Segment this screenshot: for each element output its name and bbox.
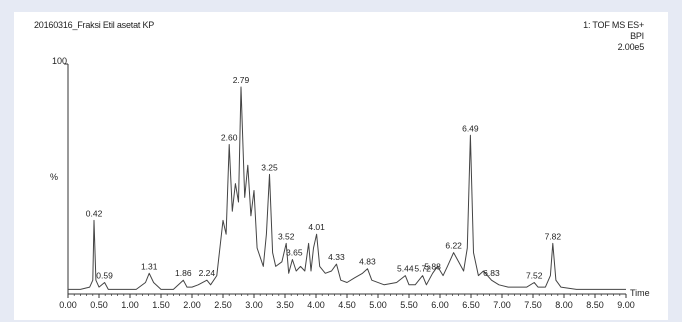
peak-label: 7.52 <box>526 271 543 281</box>
y-max-label: 100 <box>52 56 68 66</box>
peak-label: 2.79 <box>233 75 250 85</box>
x-tick-label: 2.50 <box>214 300 232 310</box>
x-tick-label: 6.00 <box>431 300 449 310</box>
x-tick-label: 3.50 <box>276 300 294 310</box>
peak-label: 4.83 <box>359 257 376 267</box>
peak-label: 1.86 <box>175 268 192 278</box>
y-axis-unit: % <box>50 172 59 182</box>
peak-label: 0.42 <box>86 208 103 218</box>
x-tick-label: 1.00 <box>121 300 139 310</box>
peak-label: 6.83 <box>483 268 500 278</box>
peak-label: 3.65 <box>286 248 303 258</box>
chromatogram-trace <box>68 86 626 290</box>
x-tick-label: 1.50 <box>152 300 170 310</box>
chart-svg: 0.00 0.50 1.00 1.50 2.00 2.50 3.00 3.50 4.00 4.50… <box>59 63 650 310</box>
x-tick-label: 7.50 <box>524 300 542 310</box>
x-tick-label: 6.50 <box>462 300 480 310</box>
peak-label: 0.59 <box>96 271 113 281</box>
peak-label: 2.60 <box>221 133 238 143</box>
chromatogram-panel: 20160316_Fraksi Etil asetat KP 1: TOF MS… <box>14 12 668 320</box>
x-tick-label: 5.00 <box>369 300 387 310</box>
x-tick-label: 8.00 <box>555 300 573 310</box>
peak-label: 5.88 <box>424 261 441 271</box>
x-tick-label: 5.50 <box>400 300 418 310</box>
x-tick-label: 7.00 <box>493 300 511 310</box>
x-tick-label: 0.50 <box>90 300 108 310</box>
x-axis-label: Time <box>630 288 650 298</box>
peak-label: 2.24 <box>199 268 216 278</box>
x-tick-label: 9.00 <box>617 300 635 310</box>
chromatogram-title: 20160316_Fraksi Etil asetat KP <box>34 20 155 30</box>
peak-label: 5.44 <box>397 264 414 274</box>
mode-label: BPI <box>630 31 644 41</box>
x-tick-label: 4.00 <box>307 300 325 310</box>
x-tick-label: 0.00 <box>59 300 77 310</box>
x-tick-label: 3.00 <box>245 300 263 310</box>
intensity-label: 2.00e5 <box>617 42 645 52</box>
peak-label: 4.33 <box>328 252 345 262</box>
x-tick-label: 8.50 <box>586 300 604 310</box>
peak-label: 7.82 <box>545 231 562 241</box>
peak-label: 5.72 <box>414 264 431 274</box>
peak-label: 1.31 <box>141 261 158 271</box>
x-tick-label: 4.50 <box>338 300 356 310</box>
peak-label: 4.01 <box>308 222 325 232</box>
x-tick-label: 2.00 <box>183 300 201 310</box>
peak-label: 6.22 <box>445 241 462 251</box>
method-label: 1: TOF MS ES+ <box>583 20 644 30</box>
peak-label: 3.25 <box>261 162 278 172</box>
peak-label: 3.52 <box>278 231 295 241</box>
peak-label: 6.49 <box>462 123 479 133</box>
